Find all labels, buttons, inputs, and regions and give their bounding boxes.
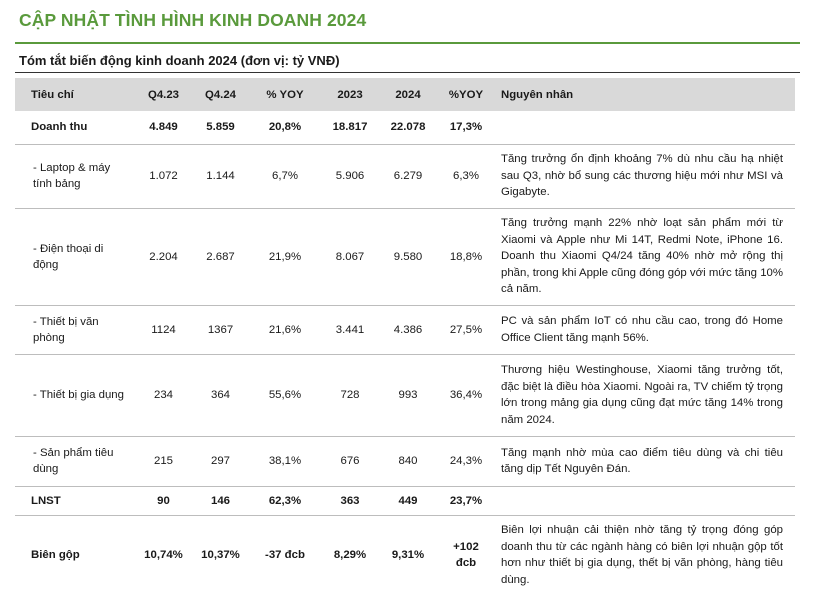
table-subtitle: Tóm tắt biến động kinh doanh 2024 (đơn v…: [19, 53, 340, 68]
table-row: Doanh thu 4.849 5.859 20,8% 18.817 22.07…: [15, 111, 795, 144]
cell-yoy-year: 6,3%: [453, 170, 479, 182]
header-criteria: Tiêu chí: [31, 88, 74, 101]
cell-reason: Biên lợi nhuận cải thiện nhờ tăng tỷ trọ…: [501, 524, 783, 586]
cell-yoy-quarter: 38,1%: [268, 455, 302, 467]
cell-q424: 146: [210, 494, 230, 507]
cell-2023: 728: [340, 389, 360, 401]
row-name: Doanh thu: [31, 121, 88, 134]
table-row: - Laptop & máy tính bảng 1.072 1.144 6,7…: [15, 144, 795, 208]
cell-yoy-year: 23,7%: [449, 494, 483, 507]
title-divider: [15, 42, 800, 44]
header-2023: 2023: [337, 88, 363, 101]
table-row: - Thiết bị văn phòng 1124 1367 21,6% 3.4…: [15, 305, 795, 354]
cell-q423: 4.849: [149, 121, 178, 134]
header-q424: Q4.24: [204, 88, 237, 101]
cell-yoy-quarter: 21,9%: [268, 250, 302, 263]
cell-2024: 993: [398, 389, 418, 401]
row-name: - Thiết bị văn phòng: [33, 315, 99, 344]
cell-2024: 449: [398, 494, 418, 507]
header-2024: 2024: [395, 88, 421, 101]
cell-2024: 840: [398, 455, 418, 467]
header-reason: Nguyên nhân: [501, 88, 574, 101]
cell-q423: 215: [153, 455, 173, 467]
cell-yoy-quarter: 55,6%: [268, 389, 302, 401]
cell-q424: 364: [210, 389, 230, 401]
cell-q423: 2.204: [149, 250, 178, 263]
subtitle-divider: [15, 72, 800, 73]
table-header-row: Tiêu chí Q4.23 Q4.24 % YOY 2023 2024 %YO…: [15, 78, 795, 111]
cell-yoy-year: 24,3%: [449, 455, 483, 467]
business-summary-table: Tiêu chí Q4.23 Q4.24 % YOY 2023 2024 %YO…: [15, 78, 795, 595]
cell-2023: 363: [340, 494, 360, 507]
page-title: CẬP NHẬT TÌNH HÌNH KINH DOANH 2024: [19, 10, 367, 30]
table-row: Biên gộp 10,74% 10,37% -37 đcb 8,29% 9,3…: [15, 515, 795, 595]
cell-yoy-quarter: 21,6%: [268, 323, 302, 336]
header-yoy-quarter: % YOY: [266, 88, 304, 101]
table-row: - Điện thoại di động 2.204 2.687 21,9% 8…: [15, 208, 795, 305]
row-name: - Thiết bị gia dụng: [33, 389, 124, 401]
table-row: LNST 90 146 62,3% 363 449 23,7%: [15, 486, 795, 515]
cell-q423: 1.072: [149, 170, 178, 182]
cell-q424: 297: [210, 455, 230, 467]
cell-2024: 6.279: [393, 170, 423, 182]
cell-yoy-quarter: -37 đcb: [265, 549, 305, 562]
cell-reason: Thương hiệu Westinghouse, Xiaomi tăng tr…: [501, 364, 783, 426]
cell-q423: 10,74%: [144, 549, 183, 562]
cell-q424: 5.859: [206, 121, 235, 134]
cell-reason: Tăng trưởng ổn định khoảng 7% dù nhu cầu…: [501, 153, 783, 199]
cell-q424: 1.144: [206, 170, 235, 182]
cell-q423: 234: [153, 389, 173, 401]
cell-yoy-year: 18,8%: [449, 250, 483, 263]
row-name: - Laptop & máy tính bảng: [33, 162, 111, 190]
cell-2024: 22.078: [390, 121, 426, 134]
cell-q423: 90: [157, 494, 170, 507]
row-name: - Điện thoại di động: [33, 242, 104, 271]
cell-yoy-quarter: 20,8%: [268, 121, 302, 134]
cell-reason: PC và sản phẩm IoT có nhu cầu cao, trong…: [501, 315, 783, 344]
row-name: LNST: [31, 494, 61, 507]
cell-yoy-quarter: 62,3%: [268, 494, 302, 507]
cell-reason: Tăng trưởng mạnh 22% nhờ loạt sản phẩm m…: [501, 217, 783, 296]
cell-2023: 8.067: [335, 250, 365, 263]
table-row: - Sản phẩm tiêu dùng 215 297 38,1% 676 8…: [15, 436, 795, 486]
cell-2023: 8,29%: [333, 549, 367, 562]
cell-q424: 10,37%: [201, 549, 240, 562]
cell-reason: Tăng mạnh nhờ mùa cao điểm tiêu dùng và …: [501, 446, 783, 476]
cell-2023: 5.906: [335, 170, 365, 182]
cell-yoy-year: 27,5%: [449, 323, 483, 336]
cell-yoy-year: +102 đcb: [453, 541, 479, 570]
cell-2024: 9.580: [393, 250, 423, 263]
cell-q424: 2.687: [206, 250, 235, 263]
cell-yoy-quarter: 6,7%: [272, 170, 298, 182]
cell-2023: 18.817: [332, 121, 368, 134]
row-name: - Sản phẩm tiêu dùng: [33, 447, 114, 475]
header-yoy-year: %YOY: [448, 88, 484, 101]
cell-2023: 3.441: [335, 323, 365, 336]
header-q423: Q4.23: [147, 88, 180, 101]
cell-q423: 1124: [151, 323, 176, 336]
cell-q424: 1367: [207, 323, 234, 336]
cell-reason: [495, 486, 795, 515]
cell-2024: 4.386: [393, 323, 423, 336]
cell-yoy-year: 36,4%: [449, 389, 483, 401]
cell-yoy-year: 17,3%: [449, 121, 483, 134]
row-name: Biên gộp: [31, 549, 80, 562]
table-row: - Thiết bị gia dụng 234 364 55,6% 728 99…: [15, 354, 795, 436]
cell-2023: 676: [340, 455, 360, 467]
cell-reason: [495, 111, 795, 144]
cell-2024: 9,31%: [391, 549, 425, 562]
